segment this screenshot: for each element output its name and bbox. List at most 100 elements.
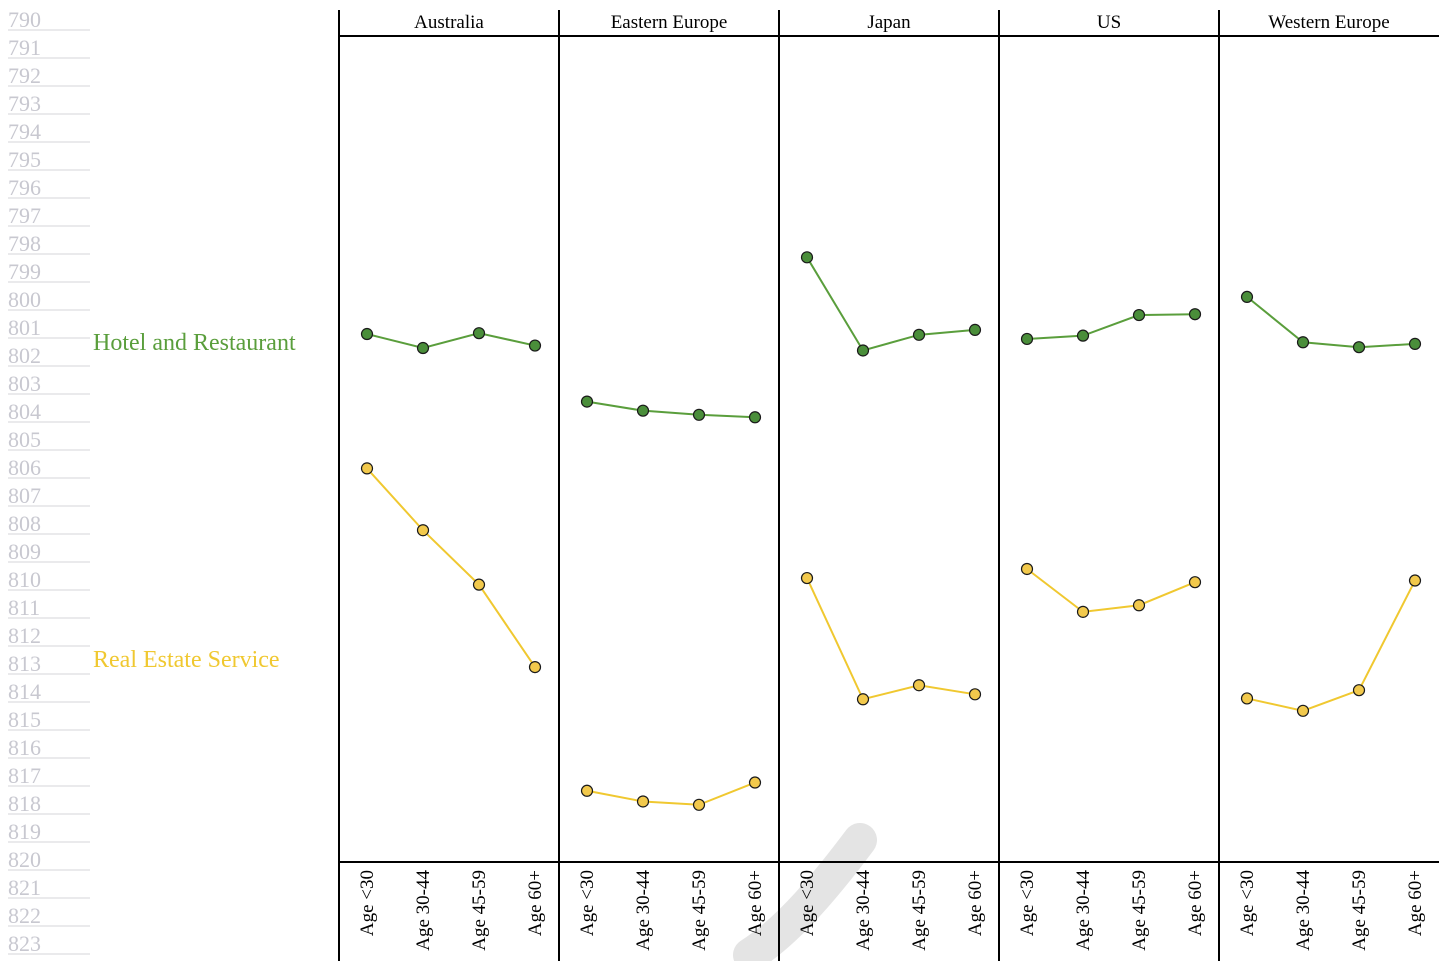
data-point	[1296, 336, 1310, 349]
line-number: 807	[8, 483, 41, 508]
line-number: 815	[8, 707, 41, 732]
x-tick-label: Age 60+	[525, 870, 546, 936]
data-point	[800, 251, 814, 264]
line-number: 809	[8, 539, 41, 564]
data-point	[1076, 605, 1090, 618]
data-point	[472, 578, 486, 591]
line-number: 819	[8, 819, 41, 844]
line-number: 820	[8, 847, 41, 872]
line-number: 817	[8, 763, 41, 788]
series-labels: Hotel and Restaurant Real Estate Service	[93, 330, 296, 673]
data-point	[360, 462, 374, 475]
data-point	[968, 688, 982, 701]
line-number: 822	[8, 903, 41, 928]
line-number: 801	[8, 315, 41, 340]
line-number: 791	[8, 35, 41, 60]
x-tick-label: Age 45-59	[1129, 870, 1150, 951]
line-number: 796	[8, 175, 41, 200]
line-number: 804	[8, 399, 41, 424]
data-point	[1020, 332, 1034, 346]
line-number: 805	[8, 427, 41, 452]
x-tick-label: Age 60+	[1185, 870, 1206, 936]
line-number: 793	[8, 91, 41, 116]
data-point	[1240, 692, 1254, 705]
data-point	[692, 408, 706, 421]
line-number: 798	[8, 231, 41, 256]
data-point	[912, 328, 926, 341]
data-point	[1408, 337, 1422, 350]
panel-titles: Australia Eastern Europe Japan US Western Eu…	[414, 12, 1390, 33]
line-number: 811	[8, 595, 40, 620]
data-point	[416, 341, 430, 355]
x-tick-label: Age 30-44	[853, 870, 874, 951]
line-number: 797	[8, 203, 41, 228]
panel-title: Japan	[867, 12, 911, 33]
x-tick-label: Age <30	[577, 870, 598, 936]
data-point	[580, 395, 594, 408]
panel-title: Western Europe	[1268, 12, 1389, 33]
series-line	[586, 400, 756, 419]
x-tick-label: Age 30-44	[633, 870, 654, 951]
x-tick-label: Age <30	[1017, 870, 1038, 936]
line-number: 800	[8, 287, 41, 312]
data-point	[748, 776, 762, 789]
line-number: 823	[8, 931, 41, 956]
line-number: 803	[8, 371, 41, 396]
series-line	[366, 467, 536, 668]
line-number: 799	[8, 259, 41, 284]
series-label: Hotel and Restaurant	[93, 330, 296, 356]
data-point	[856, 344, 870, 357]
series-line	[1246, 296, 1416, 349]
line-number: 818	[8, 791, 41, 816]
x-tick-label: Age 45-59	[1349, 870, 1370, 951]
panel-title: Eastern Europe	[611, 12, 728, 33]
series-line	[586, 781, 756, 806]
data-point	[1132, 308, 1146, 322]
series-line	[366, 332, 536, 350]
data-point	[528, 339, 542, 352]
line-number: 790	[8, 7, 41, 32]
panel-title: Australia	[414, 12, 484, 33]
line-number: 814	[8, 679, 41, 704]
line-number: 812	[8, 623, 41, 648]
data-point	[636, 404, 650, 417]
series-label: Real Estate Service	[93, 647, 280, 673]
data-point	[1408, 574, 1422, 587]
x-tick-label: Age 45-59	[909, 870, 930, 951]
x-tick-label: Age <30	[1237, 870, 1258, 936]
line-number: 816	[8, 735, 41, 760]
data-point	[636, 795, 650, 808]
data-point	[1240, 290, 1254, 304]
x-tick-label: Age 30-44	[1293, 870, 1314, 951]
data-point	[416, 524, 430, 537]
line-number: 808	[8, 511, 41, 536]
data-point	[1352, 341, 1366, 354]
line-number: 806	[8, 455, 41, 480]
x-tick-label: Age 30-44	[1073, 870, 1094, 951]
data-point	[580, 784, 594, 797]
data-point	[1188, 308, 1202, 321]
line-number: 794	[8, 119, 41, 144]
data-point	[1132, 599, 1146, 612]
data-point	[748, 411, 762, 424]
series	[360, 462, 1422, 811]
line-number: 821	[8, 875, 41, 900]
data-point	[968, 323, 982, 336]
x-tick-label: Age <30	[357, 870, 378, 936]
line-number: 795	[8, 147, 41, 172]
data-point	[1020, 562, 1034, 576]
series-line	[806, 577, 976, 701]
line-number: 792	[8, 63, 41, 88]
series-line	[1026, 313, 1196, 340]
data-point	[692, 798, 706, 811]
line-number: 813	[8, 651, 41, 676]
data-point	[1188, 576, 1202, 589]
series-line	[1026, 568, 1196, 613]
x-tick-label: Age 60+	[1405, 870, 1426, 936]
x-tick-label: Age 30-44	[413, 870, 434, 951]
x-tick-label: Age 45-59	[469, 870, 490, 951]
data-point	[472, 327, 486, 340]
panel-title: US	[1097, 12, 1121, 33]
x-tick-labels: Age <30 Age 30-44 Age 45-59 Age 60+ Age <30 A…	[357, 870, 1426, 951]
